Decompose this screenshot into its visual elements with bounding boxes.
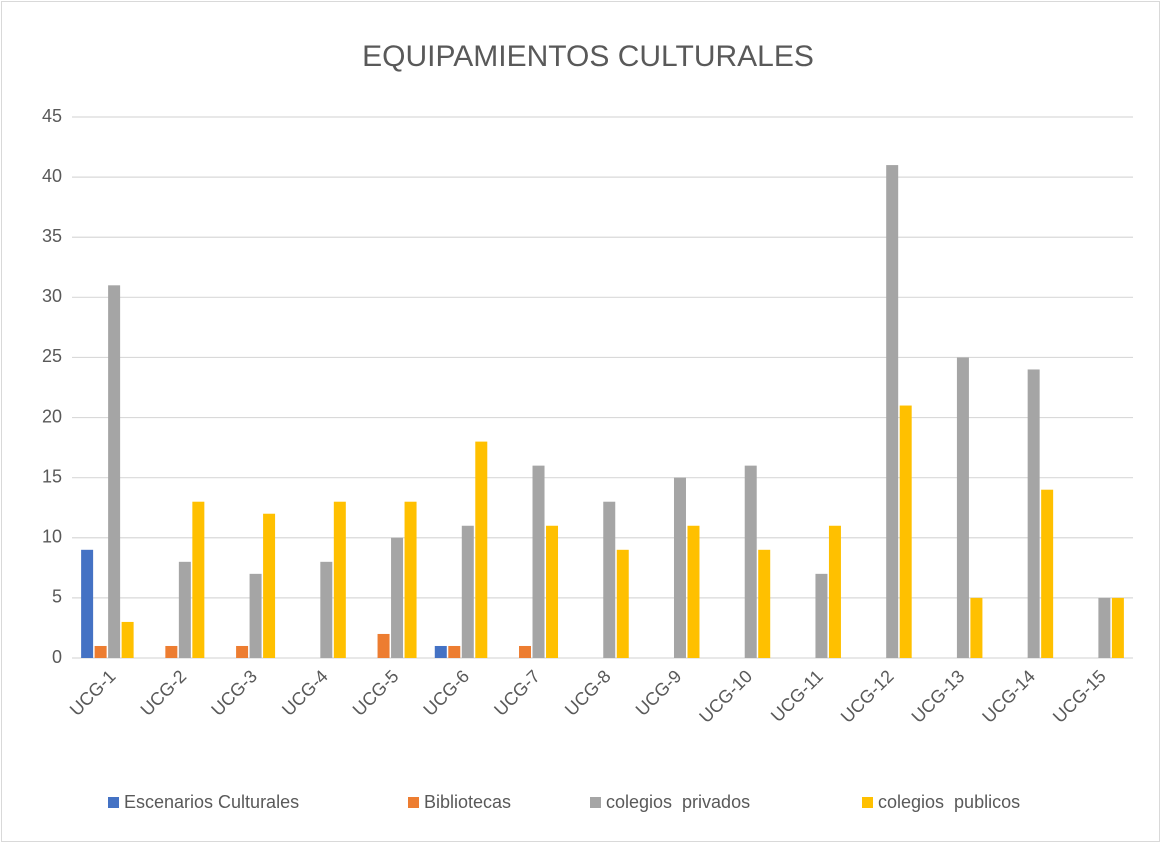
bar	[1111, 597, 1124, 658]
bar	[448, 645, 461, 658]
y-tick-label: 15	[42, 466, 62, 486]
bar	[263, 513, 276, 658]
bar	[121, 621, 134, 658]
bar	[828, 525, 841, 658]
bar	[970, 597, 983, 658]
y-tick-label: 40	[42, 166, 62, 186]
legend-swatch	[108, 797, 119, 808]
y-tick-label: 20	[42, 406, 62, 426]
bar	[758, 549, 771, 658]
bar	[404, 501, 417, 658]
bar	[192, 501, 205, 658]
bar	[461, 525, 474, 658]
bar	[532, 465, 545, 658]
bar	[391, 537, 404, 658]
legend-swatch	[862, 797, 873, 808]
bar	[249, 573, 262, 658]
bar	[165, 645, 178, 658]
legend-label: Bibliotecas	[424, 792, 511, 812]
bar	[1098, 597, 1111, 658]
bar	[108, 285, 121, 658]
bar	[320, 561, 333, 658]
bar	[603, 501, 616, 658]
bar	[1041, 489, 1054, 658]
bar	[687, 525, 700, 658]
bar	[333, 501, 346, 658]
bar	[673, 477, 686, 658]
bar	[1027, 369, 1040, 658]
bar	[434, 645, 447, 658]
bar	[899, 405, 912, 658]
legend-label: colegios privados	[606, 792, 750, 812]
bar	[616, 549, 629, 658]
bar	[815, 573, 828, 658]
legend-label: Escenarios Culturales	[124, 792, 299, 812]
bar	[178, 561, 191, 658]
bar	[546, 525, 559, 658]
bar	[744, 465, 757, 658]
y-tick-label: 35	[42, 226, 62, 246]
y-tick-label: 45	[42, 106, 62, 126]
bar	[519, 645, 532, 658]
y-tick-label: 25	[42, 346, 62, 366]
bar	[886, 165, 899, 659]
y-tick-label: 0	[52, 647, 62, 667]
y-tick-label: 10	[42, 527, 62, 547]
bar	[236, 645, 249, 658]
chart-title: EQUIPAMIENTOS CULTURALES	[362, 40, 814, 73]
legend-label: colegios publicos	[878, 792, 1020, 812]
legend-swatch	[590, 797, 601, 808]
bar	[81, 549, 94, 658]
bar	[377, 633, 390, 658]
y-tick-label: 30	[42, 286, 62, 306]
bar	[475, 441, 488, 658]
legend-swatch	[408, 797, 419, 808]
y-tick-label: 5	[52, 587, 62, 607]
bar	[956, 357, 969, 658]
bar	[94, 645, 107, 658]
